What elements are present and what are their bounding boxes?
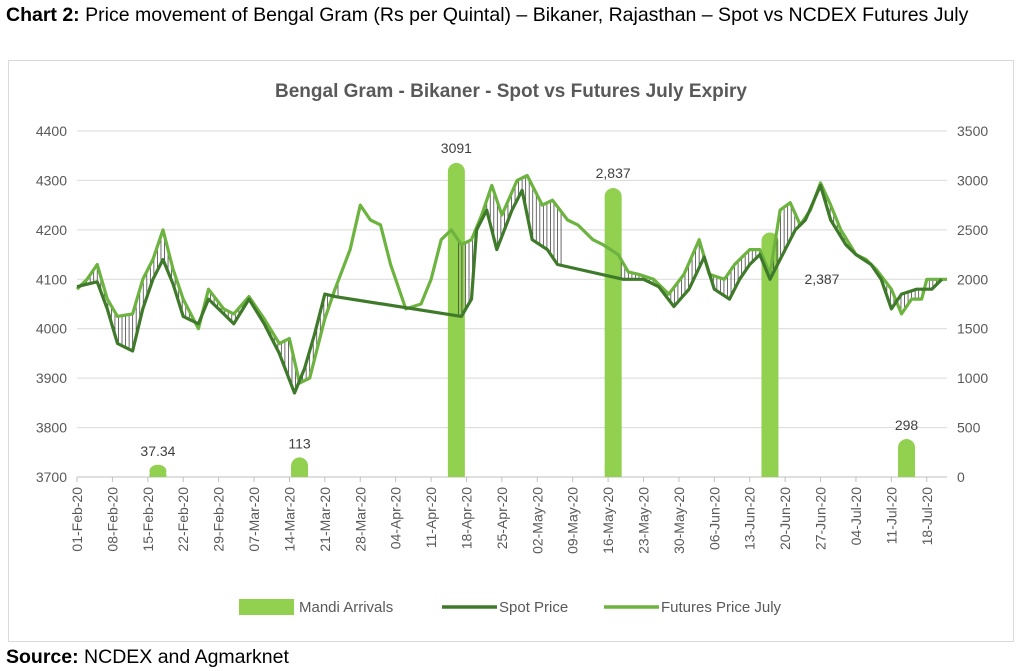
x-tick-label: 11-Jul-20 xyxy=(883,487,899,545)
price-lines xyxy=(75,173,947,395)
arrivals-bar-base xyxy=(291,468,309,477)
arrivals-bar-base xyxy=(149,473,167,477)
spot-price-line xyxy=(76,183,944,395)
chart-source: Source: NCDEX and Agmarknet xyxy=(6,644,289,670)
x-tick-label: 14-Mar-20 xyxy=(281,487,297,552)
caption-label: Chart 2: xyxy=(6,4,80,26)
x-tick-label: 23-May-20 xyxy=(636,487,652,554)
x-tick-label: 29-Feb-20 xyxy=(211,487,227,552)
arrivals-bar xyxy=(447,162,465,478)
arrivals-bar-base xyxy=(604,468,622,477)
arrivals-bar xyxy=(604,188,622,477)
arrivals-data-label: 298 xyxy=(895,417,919,433)
y-left-tick-label: 3700 xyxy=(36,469,67,485)
x-tick-label: 27-Jun-20 xyxy=(813,487,829,550)
legend: Mandi Arrivals Spot Price Futures Price Ju… xyxy=(239,599,782,616)
y-left-tick-label: 4100 xyxy=(36,271,67,287)
x-tick-label: 08-Feb-20 xyxy=(104,487,120,552)
x-tick-label: 16-May-20 xyxy=(600,487,616,554)
x-tick-label: 11-Apr-20 xyxy=(423,487,439,548)
y-right-tick-label: 3000 xyxy=(957,172,988,188)
gridlines xyxy=(77,130,947,478)
y-left-tick-label: 3800 xyxy=(36,420,67,436)
x-tick-label: 18-Apr-20 xyxy=(458,487,474,549)
source-label: Source: xyxy=(6,646,79,668)
x-tick-label: 25-Apr-20 xyxy=(494,487,510,549)
y-right-tick-label: 1000 xyxy=(957,370,988,386)
x-tick-label: 04-Jul-20 xyxy=(848,487,864,546)
x-tick-label: 20-Jun-20 xyxy=(777,487,793,550)
y-left-tick-label: 3900 xyxy=(36,370,67,386)
x-tick-label: 18-Jul-20 xyxy=(919,487,935,546)
y-right-tick-label: 1500 xyxy=(957,321,988,337)
chart-frame: Bengal Gram - Bikaner - Spot vs Futures … xyxy=(8,60,1014,642)
y-left-tick-label: 4400 xyxy=(36,123,67,139)
x-tick-label: 01-Feb-20 xyxy=(69,487,85,552)
x-tick-label: 13-Jun-20 xyxy=(742,487,758,550)
arrivals-bar-base xyxy=(447,468,465,477)
legend-label-futures: Futures Price July xyxy=(661,599,782,616)
x-tick-label: 22-Feb-20 xyxy=(175,487,191,552)
y-left-tick-label: 4200 xyxy=(36,222,67,238)
legend-label-spot: Spot Price xyxy=(499,599,568,616)
y-left-tick-label: 4000 xyxy=(36,321,67,337)
x-tick-label: 09-May-20 xyxy=(565,487,581,554)
arrivals-data-label: 2,387 xyxy=(804,271,839,287)
x-tick-label: 06-Jun-20 xyxy=(706,487,722,550)
y-right-tick-label: 2000 xyxy=(957,271,988,287)
arrivals-data-label: 113 xyxy=(288,435,311,451)
arrivals-data-label: 37.34 xyxy=(140,443,175,459)
y-right-tick-label: 2500 xyxy=(957,222,988,238)
y-right-tick-label: 3500 xyxy=(957,123,988,139)
x-tick-label: 30-May-20 xyxy=(671,487,687,554)
arrivals-data-label: 2,837 xyxy=(596,165,631,181)
y-right-tick-label: 500 xyxy=(957,420,981,436)
y-left-tick-label: 4300 xyxy=(36,172,67,188)
data-labels: 37.34 113 3091 2,837 2,387 298 xyxy=(140,140,918,459)
arrivals-bar-base xyxy=(761,468,779,477)
y-right-tick-label: 0 xyxy=(957,469,965,485)
arrivals-bar xyxy=(761,232,779,477)
x-tick-label: 07-Mar-20 xyxy=(246,487,262,552)
source-text: NCDEX and Agmarknet xyxy=(84,646,289,668)
legend-swatch-arrivals xyxy=(239,599,294,615)
x-tick-label: 15-Feb-20 xyxy=(140,487,156,552)
arrivals-bar-base xyxy=(898,468,916,477)
x-tick-label: 04-Apr-20 xyxy=(388,487,404,549)
legend-label-arrivals: Mandi Arrivals xyxy=(299,599,393,616)
arrivals-bar xyxy=(898,439,916,477)
x-tick-label: 21-Mar-20 xyxy=(317,487,333,552)
chart-caption: Chart 2: Price movement of Bengal Gram (… xyxy=(6,2,1016,29)
x-tick-label: 28-Mar-20 xyxy=(352,487,368,552)
spot-futures-gap-lines xyxy=(79,176,941,391)
axes: 3700 0 3800 500 3900 1000 4000 1500 4100 2000 4200… xyxy=(36,123,989,554)
x-tick-label: 02-May-20 xyxy=(529,487,545,554)
caption-text: Price movement of Bengal Gram (Rs per Qu… xyxy=(85,4,969,26)
arrivals-data-label: 3091 xyxy=(441,140,472,156)
chart-svg: Bengal Gram - Bikaner - Spot vs Futures … xyxy=(36,81,989,616)
chart-title: Bengal Gram - Bikaner - Spot vs Futures … xyxy=(275,81,747,102)
